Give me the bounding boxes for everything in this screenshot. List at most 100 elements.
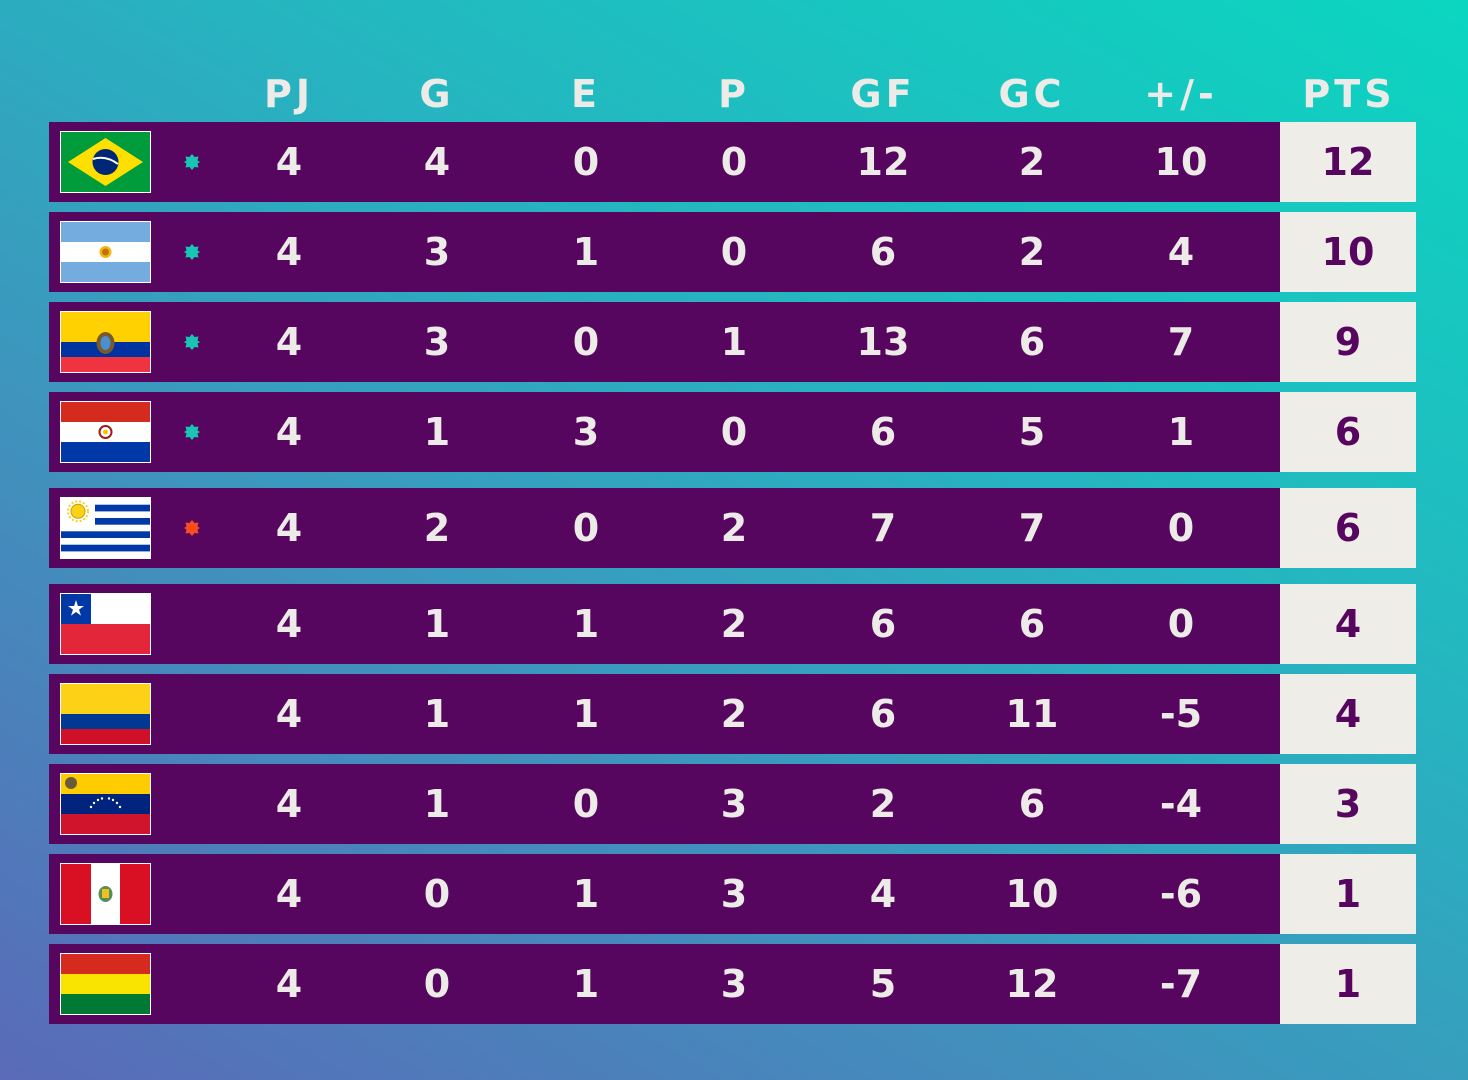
- stat-e: 0: [572, 140, 600, 184]
- qualified-marker-icon: [184, 244, 200, 260]
- stat-p: 2: [720, 692, 748, 736]
- table-row: 4 3 0 1 13 6 7 9: [49, 302, 1416, 382]
- stat-gc: 7: [1018, 506, 1046, 550]
- stat-pj: 4: [275, 782, 303, 826]
- stat-diff: 10: [1154, 140, 1208, 184]
- stat-diff: 4: [1167, 230, 1195, 274]
- stat-p: 0: [720, 140, 748, 184]
- stat-pj: 4: [275, 506, 303, 550]
- stat-diff: -5: [1159, 692, 1203, 736]
- qualified-marker-icon: [184, 424, 200, 440]
- stat-pj: 4: [275, 962, 303, 1006]
- stat-gf: 6: [869, 692, 897, 736]
- stat-pj: 4: [275, 320, 303, 364]
- stat-diff: 0: [1167, 506, 1195, 550]
- col-header-diff: +/-: [1144, 72, 1218, 116]
- stat-e: 1: [572, 230, 600, 274]
- col-header-pj: PJ: [264, 72, 314, 116]
- stat-gf: 2: [869, 782, 897, 826]
- stat-g: 3: [423, 320, 451, 364]
- table-row: 4 1 1 2 6 6 0 4: [49, 584, 1416, 664]
- stat-p: 0: [720, 410, 748, 454]
- stat-gc: 5: [1018, 410, 1046, 454]
- col-header-e: E: [571, 72, 601, 116]
- stat-p: 3: [720, 872, 748, 916]
- stat-p: 1: [720, 320, 748, 364]
- stat-pts: 3: [1280, 764, 1416, 844]
- table-row: 4 1 0 3 2 6 -4 3: [49, 764, 1416, 844]
- stat-gc: 2: [1018, 140, 1046, 184]
- stat-g: 1: [423, 692, 451, 736]
- ecuador-flag-icon: [60, 311, 151, 373]
- table-row: 4 1 1 2 6 11 -5 4: [49, 674, 1416, 754]
- playoff-marker-icon: [184, 520, 200, 536]
- chile-flag-icon: [60, 593, 151, 655]
- stat-pts: 1: [1280, 854, 1416, 934]
- stat-pj: 4: [275, 872, 303, 916]
- stat-pts: 12: [1280, 122, 1416, 202]
- table-row: 4 1 3 0 6 5 1 6: [49, 392, 1416, 472]
- stat-e: 1: [572, 962, 600, 1006]
- stat-diff: -4: [1159, 782, 1203, 826]
- stat-e: 0: [572, 506, 600, 550]
- stat-diff: 1: [1167, 410, 1195, 454]
- stat-pts: 9: [1280, 302, 1416, 382]
- stat-gf: 13: [856, 320, 910, 364]
- stat-gf: 6: [869, 410, 897, 454]
- col-header-gf: GF: [850, 72, 916, 116]
- stat-p: 0: [720, 230, 748, 274]
- stat-g: 0: [423, 962, 451, 1006]
- venezuela-flag-icon: [60, 773, 151, 835]
- stat-pts: 4: [1280, 584, 1416, 664]
- stat-pj: 4: [275, 140, 303, 184]
- stat-gc: 12: [1005, 962, 1059, 1006]
- stat-gf: 4: [869, 872, 897, 916]
- stat-e: 1: [572, 872, 600, 916]
- stat-p: 2: [720, 602, 748, 646]
- table-row: 4 2 0 2 7 7 0 6: [49, 488, 1416, 568]
- stat-g: 1: [423, 782, 451, 826]
- stat-diff: -6: [1159, 872, 1203, 916]
- qualified-marker-icon: [184, 154, 200, 170]
- stat-g: 3: [423, 230, 451, 274]
- stat-diff: 7: [1167, 320, 1195, 364]
- brazil-flag-icon: [60, 131, 151, 193]
- col-header-g: G: [419, 72, 455, 116]
- stat-pts: 1: [1280, 944, 1416, 1024]
- stat-gc: 2: [1018, 230, 1046, 274]
- table-header: PJ G E P GF GC +/- PTS: [0, 68, 1468, 120]
- stat-gc: 10: [1005, 872, 1059, 916]
- stat-pj: 4: [275, 410, 303, 454]
- stat-e: 3: [572, 410, 600, 454]
- stat-pj: 4: [275, 602, 303, 646]
- table-row: 4 0 1 3 5 12 -7 1: [49, 944, 1416, 1024]
- stat-e: 1: [572, 692, 600, 736]
- stat-g: 1: [423, 410, 451, 454]
- stat-g: 2: [423, 506, 451, 550]
- stat-pts: 6: [1280, 392, 1416, 472]
- stat-pts: 10: [1280, 212, 1416, 292]
- stat-gf: 6: [869, 230, 897, 274]
- stat-gf: 7: [869, 506, 897, 550]
- stat-e: 1: [572, 602, 600, 646]
- stat-gf: 5: [869, 962, 897, 1006]
- paraguay-flag-icon: [60, 401, 151, 463]
- stat-gc: 6: [1018, 320, 1046, 364]
- uruguay-flag-icon: [60, 497, 151, 559]
- stat-p: 3: [720, 962, 748, 1006]
- stat-diff: -7: [1159, 962, 1203, 1006]
- stat-e: 0: [572, 320, 600, 364]
- table-row: 4 3 1 0 6 2 4 10: [49, 212, 1416, 292]
- stat-pts: 6: [1280, 488, 1416, 568]
- stat-diff: 0: [1167, 602, 1195, 646]
- stat-e: 0: [572, 782, 600, 826]
- qualified-marker-icon: [184, 334, 200, 350]
- stat-gc: 6: [1018, 602, 1046, 646]
- col-header-gc: GC: [998, 72, 1066, 116]
- stat-g: 0: [423, 872, 451, 916]
- bolivia-flag-icon: [60, 953, 151, 1015]
- stat-pts: 4: [1280, 674, 1416, 754]
- table-row: 4 4 0 0 12 2 10 12: [49, 122, 1416, 202]
- stat-gf: 12: [856, 140, 910, 184]
- col-header-p: P: [718, 72, 750, 116]
